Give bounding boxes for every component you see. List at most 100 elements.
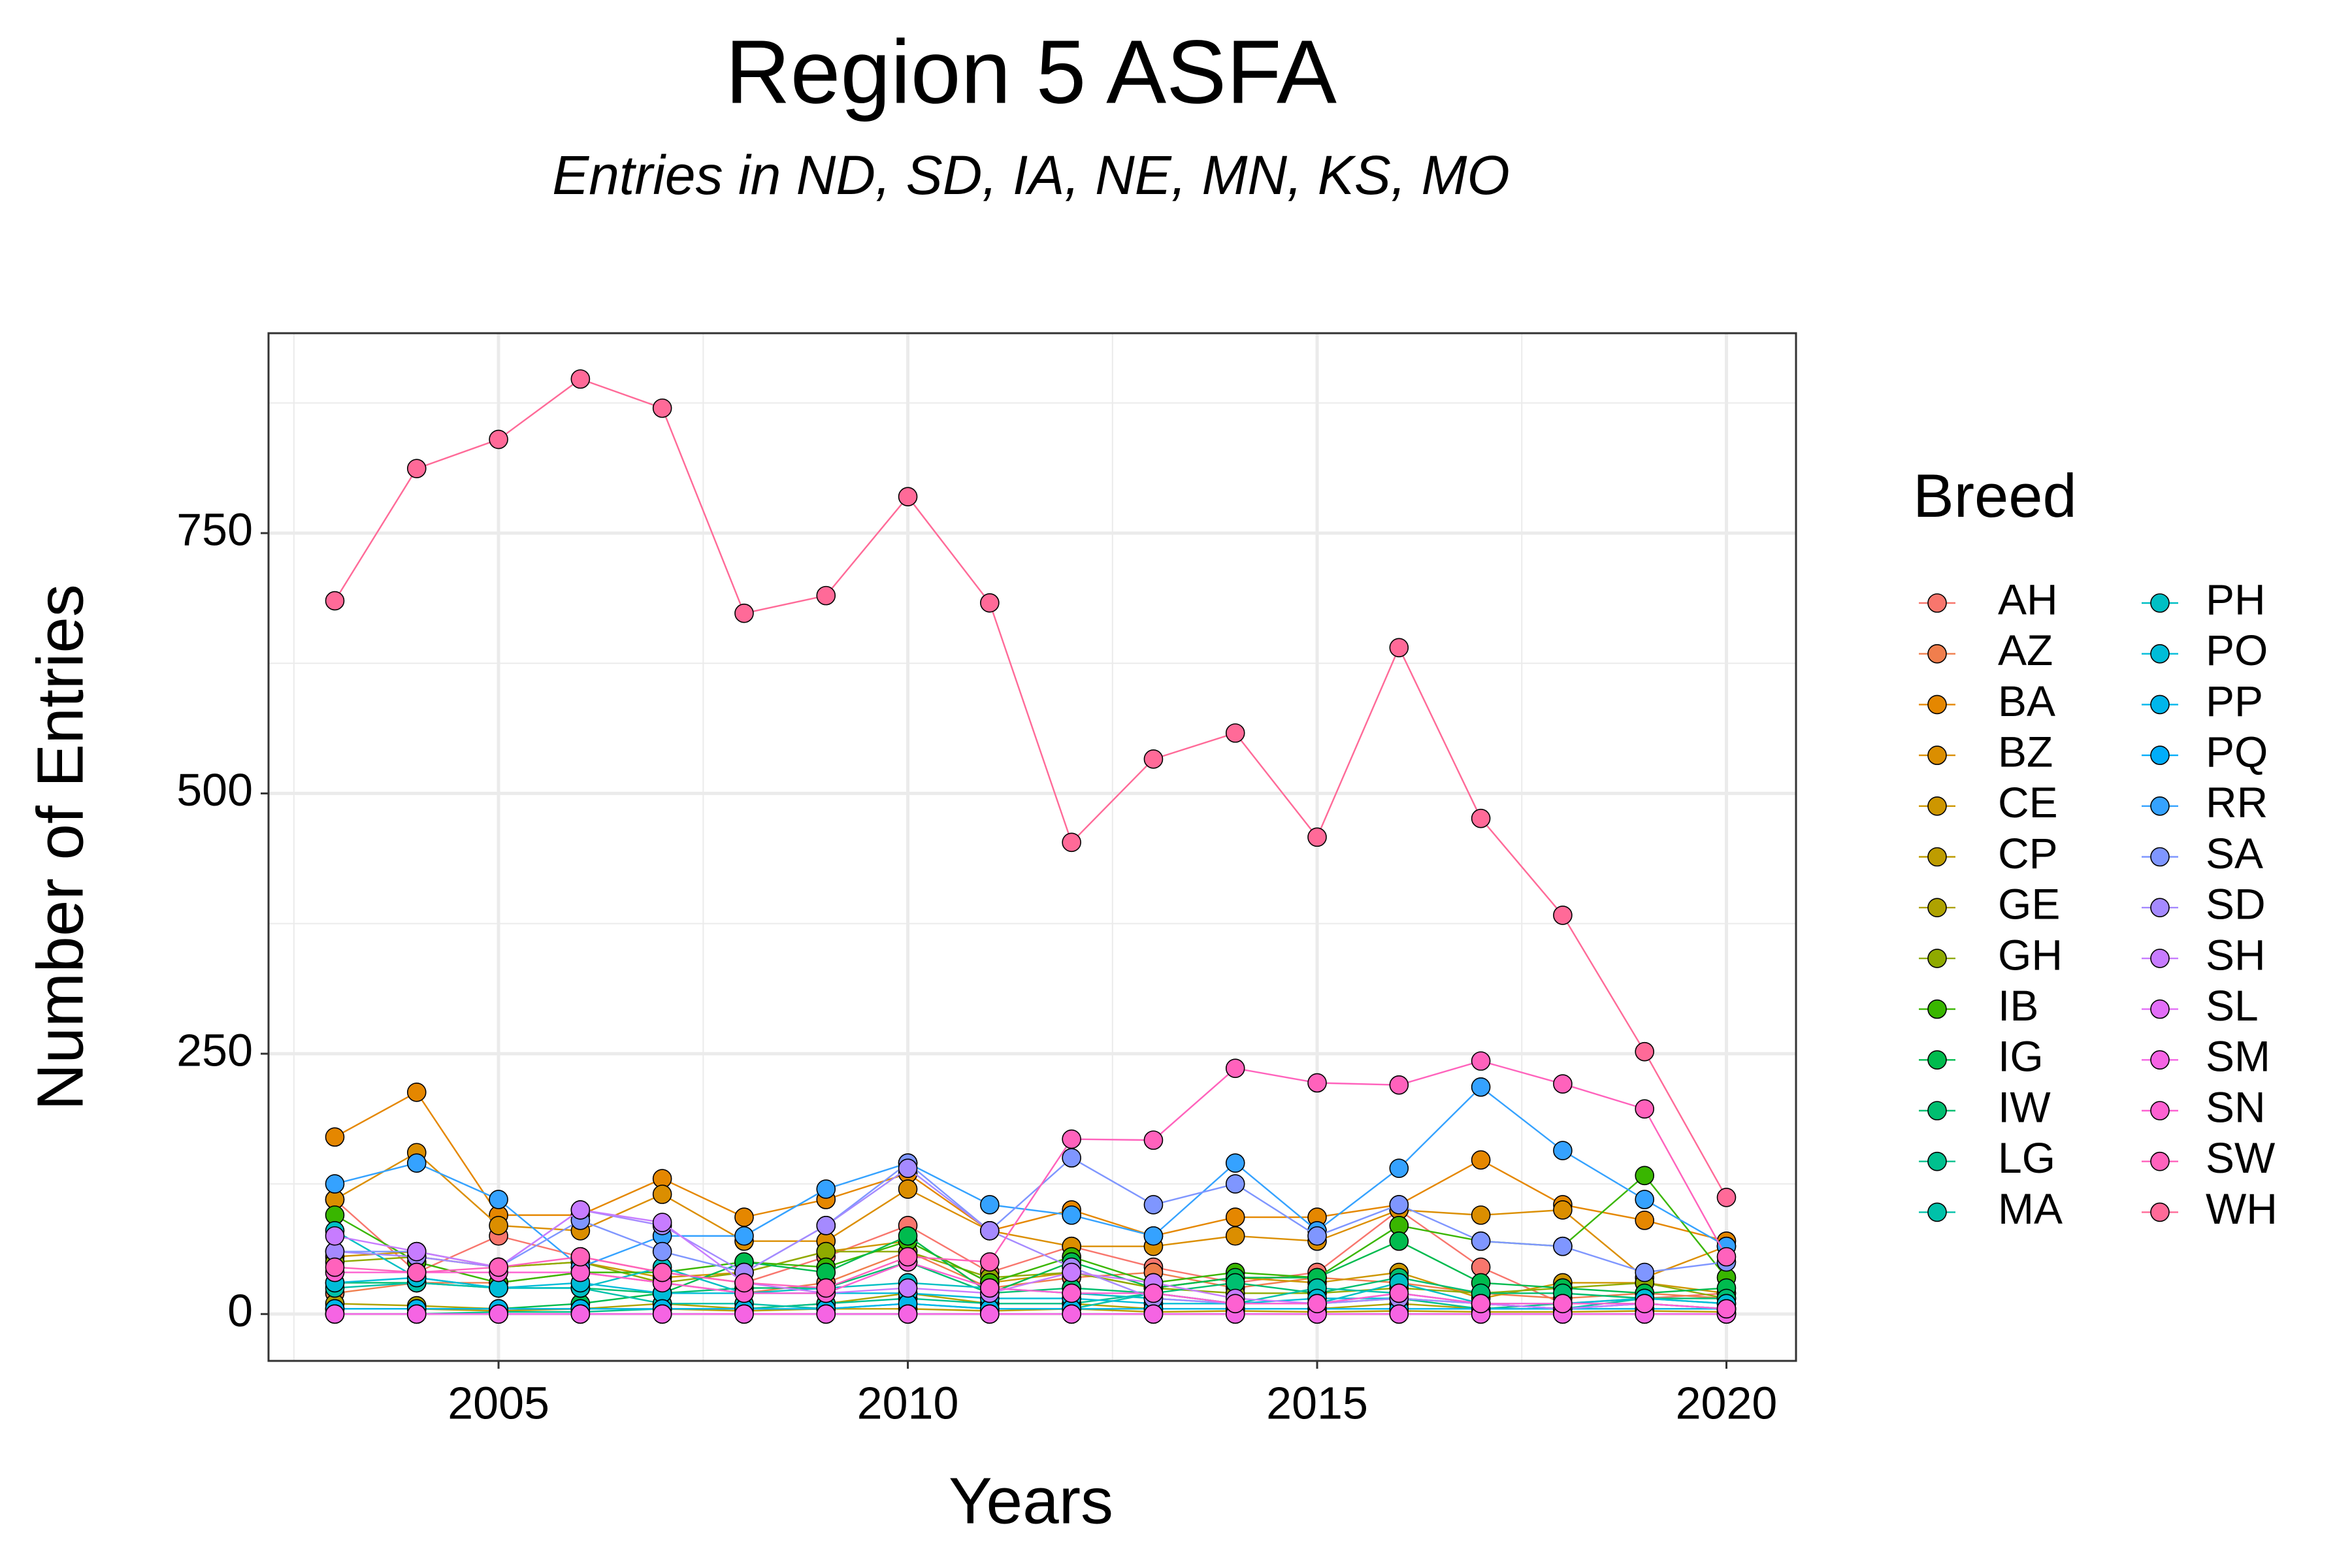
legend-key-point bbox=[1927, 1050, 1947, 1070]
data-point bbox=[1062, 1283, 1081, 1303]
data-point bbox=[816, 1179, 836, 1199]
data-point bbox=[1635, 1190, 1655, 1209]
series-line bbox=[334, 1151, 1727, 1279]
series-line bbox=[335, 1235, 1727, 1310]
legend-label: GE bbox=[1998, 880, 2060, 928]
data-point bbox=[734, 1273, 754, 1293]
chart-title: Region 5 ASFA bbox=[725, 22, 1337, 122]
data-point bbox=[325, 1127, 345, 1147]
data-point bbox=[1062, 1129, 1081, 1149]
legend-key-point bbox=[1927, 745, 1947, 765]
data-point bbox=[1471, 1077, 1491, 1097]
series-line bbox=[335, 1086, 1727, 1268]
legend-key-point bbox=[2150, 644, 2170, 664]
data-point bbox=[325, 1304, 345, 1324]
legend-label: MA bbox=[1998, 1184, 2063, 1233]
legend-key-point bbox=[1927, 593, 1947, 613]
data-point bbox=[898, 1247, 918, 1267]
data-point bbox=[1225, 1174, 1245, 1194]
data-point bbox=[1225, 1153, 1245, 1173]
data-point bbox=[1389, 1158, 1409, 1178]
data-point bbox=[980, 1304, 1000, 1324]
data-point bbox=[1716, 1299, 1737, 1319]
data-point bbox=[325, 591, 345, 611]
data-point bbox=[1225, 1226, 1245, 1246]
legend-key-point bbox=[2150, 694, 2170, 715]
data-point bbox=[1225, 1294, 1245, 1314]
data-point bbox=[980, 1220, 1000, 1241]
legend-key-point bbox=[2150, 999, 2170, 1019]
legend-key-point bbox=[2150, 796, 2170, 816]
legend-key-point bbox=[2150, 1050, 2170, 1070]
data-point bbox=[652, 1241, 672, 1262]
series-line bbox=[335, 1209, 1727, 1310]
plot-border bbox=[267, 332, 1797, 1362]
series-line bbox=[334, 1199, 1727, 1305]
data-point bbox=[1389, 1075, 1409, 1095]
series bbox=[325, 1051, 1737, 1298]
data-point bbox=[1635, 1262, 1655, 1282]
y-tick-label: 250 bbox=[176, 1024, 253, 1075]
data-point bbox=[570, 369, 591, 389]
data-point bbox=[980, 1252, 1000, 1272]
data-point bbox=[1389, 1304, 1409, 1324]
legend-key-point bbox=[1927, 847, 1947, 867]
data-point bbox=[1225, 1058, 1245, 1078]
data-point bbox=[1307, 1294, 1327, 1314]
data-point bbox=[652, 398, 672, 418]
data-point bbox=[1062, 1205, 1081, 1225]
legend-key-point bbox=[2150, 898, 2170, 917]
data-point bbox=[1062, 1262, 1081, 1282]
legend-label: SL bbox=[2206, 981, 2259, 1030]
data-point bbox=[406, 1262, 427, 1282]
y-tick-label: 500 bbox=[176, 764, 253, 815]
legend-key-point bbox=[1927, 1202, 1947, 1222]
data-point bbox=[489, 1190, 508, 1209]
data-point bbox=[1143, 1226, 1164, 1246]
x-axis-title: Years bbox=[949, 1464, 1113, 1537]
legend-key-point bbox=[1927, 796, 1947, 816]
legend-label: PP bbox=[2206, 677, 2263, 725]
data-point bbox=[1471, 1231, 1491, 1251]
data-point bbox=[1471, 808, 1491, 828]
data-point bbox=[1471, 1051, 1491, 1071]
data-point bbox=[489, 429, 508, 449]
legend-label: RR bbox=[2206, 778, 2268, 826]
data-point bbox=[1307, 1226, 1327, 1246]
data-point bbox=[1471, 1205, 1491, 1225]
legend-key-point bbox=[1927, 644, 1947, 664]
x-tick-label: 2005 bbox=[448, 1377, 549, 1428]
data-point bbox=[1143, 1130, 1164, 1150]
data-point bbox=[325, 1174, 345, 1194]
legend-key-point bbox=[2150, 1202, 2170, 1222]
data-point bbox=[1553, 1236, 1573, 1256]
legend-key-point bbox=[2150, 745, 2170, 765]
y-tick-label: 750 bbox=[176, 504, 253, 555]
data-point bbox=[1389, 1283, 1409, 1303]
data-point bbox=[816, 1278, 836, 1298]
data-point bbox=[1716, 1187, 1737, 1207]
legend-key-point bbox=[1927, 694, 1947, 715]
data-point bbox=[1553, 1141, 1573, 1160]
data-point bbox=[1471, 1294, 1491, 1314]
series-line bbox=[335, 1303, 1727, 1310]
data-point bbox=[1716, 1247, 1737, 1267]
data-point bbox=[898, 1278, 918, 1298]
legend-label: SW bbox=[2206, 1134, 2276, 1182]
legend-label: IG bbox=[1998, 1032, 2044, 1081]
legend-label: LG bbox=[1998, 1134, 2055, 1182]
data-point bbox=[898, 1158, 918, 1178]
legend-key-point bbox=[2150, 1151, 2170, 1171]
data-point bbox=[406, 1241, 427, 1262]
data-point bbox=[898, 487, 918, 507]
data-point bbox=[1307, 1073, 1327, 1093]
data-point bbox=[898, 1179, 918, 1199]
legend-key-point bbox=[2150, 1101, 2170, 1120]
data-point bbox=[652, 1213, 672, 1232]
data-point bbox=[1635, 1294, 1655, 1314]
y-axis-title: Number of Entries bbox=[24, 584, 97, 1111]
data-point bbox=[406, 1153, 427, 1173]
y-tick-label: 0 bbox=[227, 1285, 253, 1336]
